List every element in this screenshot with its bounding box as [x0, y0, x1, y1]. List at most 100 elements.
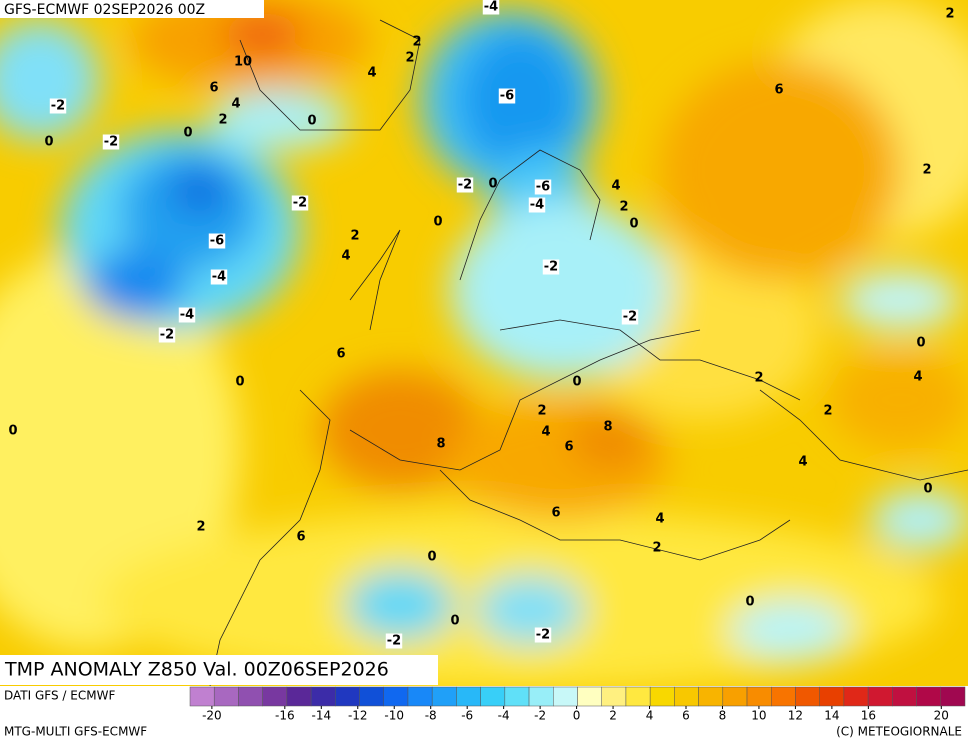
contour-label-text: 2 [922, 163, 931, 178]
contour-label-text: 0 [629, 217, 638, 232]
contour-label-text: -2 [104, 135, 118, 150]
contour-label: 0 [572, 375, 581, 390]
contour-label-text: 2 [619, 200, 628, 215]
colorbar-swatch [238, 686, 263, 707]
copyright-text: (C) METEOGIORNALE [836, 725, 962, 739]
colorbar-swatch [431, 686, 457, 707]
colorbar-tick-label: 14 [824, 709, 839, 723]
contour-label: 2 [218, 113, 227, 128]
colorbar-tick-label: 2 [609, 709, 617, 723]
contour-label-text: 4 [913, 370, 922, 385]
colorbar-tick-label: 12 [788, 709, 803, 723]
contour-label-text: 0 [450, 614, 459, 629]
colorbar-tick-label: -16 [275, 709, 295, 723]
contour-label-text: 2 [350, 229, 359, 244]
contour-label-text: 2 [945, 7, 954, 22]
colorbar-tick-label: -10 [384, 709, 404, 723]
colorbar-tick-label: -20 [202, 709, 222, 723]
contour-label: 0 [307, 114, 316, 129]
colorbar-tick-label: 20 [934, 709, 949, 723]
contour-label: 0 [916, 336, 925, 351]
contour-label-text: -4 [484, 0, 498, 15]
colorbar-swatch [940, 686, 966, 707]
contour-label-text: -2 [293, 196, 307, 211]
contour-label-text: 6 [296, 530, 305, 545]
contour-label: 0 [488, 177, 497, 192]
map-title: TMP ANOMALY Z850 Val. 00Z06SEP2026 [4, 659, 389, 681]
contour-label-text: 6 [774, 83, 783, 98]
colorbar-swatch [286, 686, 312, 707]
contour-label: 6 [336, 347, 345, 362]
colorbar-swatch [867, 686, 893, 707]
contour-label-text: 8 [603, 420, 612, 435]
contour-label-text: -4 [530, 198, 544, 213]
contour-label: 0 [183, 126, 192, 141]
contour-label: 6 [209, 81, 218, 96]
contour-label-text: 0 [433, 215, 442, 230]
contour-label: 4 [913, 370, 922, 385]
colorbar-tick-label: -12 [348, 709, 368, 723]
contour-label: -4 [482, 0, 500, 15]
colorbar-swatch [746, 686, 772, 707]
contour-label: 2 [922, 163, 931, 178]
colorbar-swatch [795, 686, 820, 707]
contour-label-text: 6 [564, 440, 573, 455]
contour-label-text: 0 [916, 336, 925, 351]
label-background [498, 88, 516, 104]
contour-label-text: 6 [336, 347, 345, 362]
contour-label-text: 6 [209, 81, 218, 96]
contour-label-text: -2 [544, 260, 558, 275]
contour-label: 0 [44, 135, 53, 150]
contour-label: 2 [196, 520, 205, 535]
colorbar-swatch [916, 686, 942, 707]
contour-label: 0 [235, 375, 244, 390]
contour-label-text: -2 [623, 310, 637, 325]
contour-label: 10 [234, 55, 252, 70]
contour-label: 6 [774, 83, 783, 98]
source-text: DATI GFS / ECMWF [4, 689, 115, 703]
colorbar-swatch [504, 686, 530, 707]
contour-label: -2 [456, 177, 474, 193]
contour-label-text: 2 [537, 404, 546, 419]
contour-label: 0 [427, 550, 436, 565]
colorbar-swatch [698, 686, 724, 707]
colorbar-swatch [553, 686, 578, 707]
colorbar-tick-label: 4 [646, 709, 654, 723]
contour-label: 6 [296, 530, 305, 545]
contour-label-text: 0 [183, 126, 192, 141]
contour-label: 8 [436, 437, 445, 452]
colorbar-swatch [528, 686, 554, 707]
contour-label-text: 10 [234, 55, 252, 70]
colorbar-swatch [843, 686, 869, 707]
contour-label-text: 0 [572, 375, 581, 390]
contour-label-text: -2 [536, 628, 550, 643]
contour-label-text: -2 [160, 328, 174, 343]
contour-label-text: 4 [655, 512, 664, 527]
contour-label: 2 [754, 371, 763, 386]
contour-label-text: -2 [387, 634, 401, 649]
contour-label-text: 0 [307, 114, 316, 129]
contour-label-text: -6 [210, 234, 224, 249]
colorbar-swatch [649, 686, 675, 707]
label-background [528, 197, 546, 213]
contour-label-text: 8 [436, 437, 445, 452]
contour-label: 2 [619, 200, 628, 215]
colorbar-swatch [383, 686, 409, 707]
contour-label: 8 [603, 420, 612, 435]
contour-label: 0 [450, 614, 459, 629]
label-background [456, 177, 474, 193]
contour-label: 2 [405, 51, 414, 66]
label-background [178, 307, 196, 323]
colorbar-tick-label: 0 [573, 709, 581, 723]
contour-label-text: 4 [541, 425, 550, 440]
contour-label: 4 [541, 425, 550, 440]
label-background [102, 134, 120, 150]
contour-label: 6 [564, 440, 573, 455]
label-background [385, 633, 403, 649]
label-background [621, 309, 639, 325]
contour-label: -2 [49, 98, 67, 114]
contour-label: 4 [231, 97, 240, 112]
contour-label: 4 [611, 179, 620, 194]
contour-label-text: 0 [44, 135, 53, 150]
